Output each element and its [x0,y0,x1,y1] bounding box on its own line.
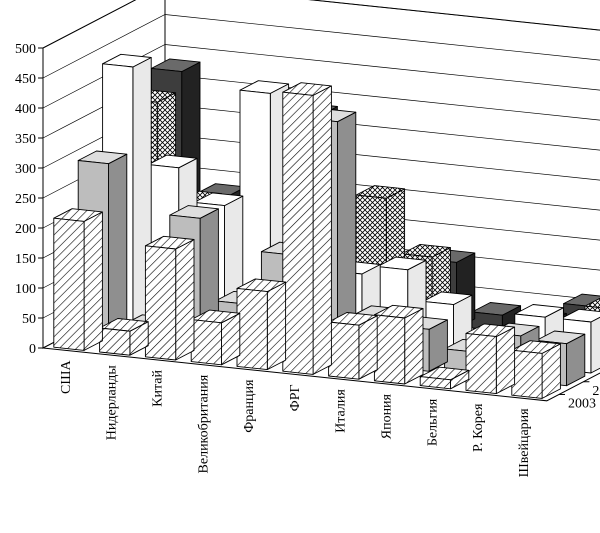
bar-2003-7 [328,312,378,380]
floor-edge [42,347,600,402]
category-label: Великобритания [196,374,211,473]
y-tick-label: 500 [15,42,36,57]
y-tick-label: 0 [29,342,36,357]
gridline [42,44,600,109]
category-label: Китай [151,369,166,406]
gridline [42,14,600,79]
bar-2003-1 [53,208,103,351]
series-label: 2003 [568,396,596,411]
bar-2003-10 [465,323,516,395]
bar-2003-2 [99,318,149,356]
bar-2003-11 [511,340,561,399]
y-axis: 0 50 100 150 200 250 300 350 400 450 500 [15,42,43,357]
category-label: Нидерланды [105,365,120,441]
category-label: Р. Корея [471,403,486,452]
y-tick-label: 350 [15,132,36,147]
bars [53,53,600,399]
y-tick-label: 300 [15,162,36,177]
category-label: Швейцария [517,408,532,478]
y-tick-label: 150 [15,252,36,267]
category-label: Бельгия [425,398,440,446]
category-labels: США Нидерланды Китай Великобритания Франция Ф… [59,360,532,478]
category-label: ФРГ [288,384,303,411]
y-tick-label: 400 [15,102,36,117]
series-labels: 20032002200120001999 [559,381,600,411]
category-label: Италия [334,389,349,433]
bar-2003-5 [236,278,287,371]
y-tick-label: 200 [15,222,36,237]
category-label: США [59,360,74,394]
y-tick-label: 100 [15,282,36,297]
bar-2003-6 [282,82,332,375]
y-tick-label: 250 [15,192,36,207]
category-label: Франция [242,379,257,433]
bar-2003-3 [144,235,195,361]
gridline [42,0,600,49]
bar-2003-9 [419,366,470,390]
y-tick-label: 450 [15,72,36,87]
y-tick-label: 50 [22,312,36,327]
bar-2003-8 [373,304,424,385]
bar-2003-4 [190,309,241,366]
category-label: Япония [380,393,395,439]
